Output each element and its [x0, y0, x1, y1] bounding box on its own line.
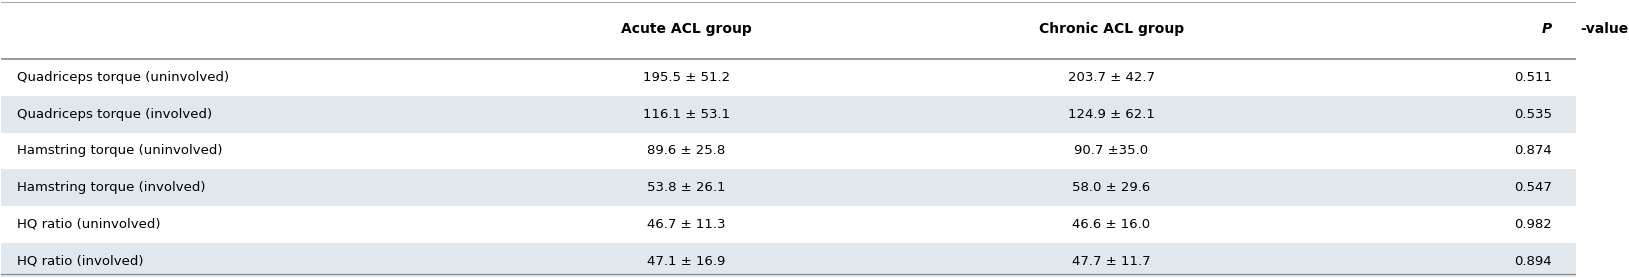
Text: 58.0 ± 29.6: 58.0 ± 29.6 — [1072, 181, 1150, 194]
Text: 0.874: 0.874 — [1515, 145, 1552, 157]
FancyBboxPatch shape — [2, 96, 1575, 133]
Text: 195.5 ± 51.2: 195.5 ± 51.2 — [642, 71, 730, 84]
FancyBboxPatch shape — [2, 133, 1575, 169]
Text: Acute ACL group: Acute ACL group — [621, 22, 751, 36]
Text: 46.6 ± 16.0: 46.6 ± 16.0 — [1072, 218, 1150, 231]
FancyBboxPatch shape — [2, 169, 1575, 206]
Text: 116.1 ± 53.1: 116.1 ± 53.1 — [642, 108, 730, 121]
Text: 0.535: 0.535 — [1513, 108, 1552, 121]
Text: 0.894: 0.894 — [1515, 255, 1552, 267]
Text: 47.1 ± 16.9: 47.1 ± 16.9 — [647, 255, 725, 267]
Text: 203.7 ± 42.7: 203.7 ± 42.7 — [1067, 71, 1155, 84]
Text: Quadriceps torque (uninvolved): Quadriceps torque (uninvolved) — [18, 71, 230, 84]
Text: 0.511: 0.511 — [1513, 71, 1552, 84]
Text: Hamstring torque (involved): Hamstring torque (involved) — [18, 181, 205, 194]
Text: 0.982: 0.982 — [1515, 218, 1552, 231]
Text: 0.547: 0.547 — [1513, 181, 1552, 194]
Text: 124.9 ± 62.1: 124.9 ± 62.1 — [1067, 108, 1155, 121]
Text: Quadriceps torque (involved): Quadriceps torque (involved) — [18, 108, 212, 121]
Text: 53.8 ± 26.1: 53.8 ± 26.1 — [647, 181, 725, 194]
FancyBboxPatch shape — [2, 243, 1575, 278]
Text: 89.6 ± 25.8: 89.6 ± 25.8 — [647, 145, 725, 157]
FancyBboxPatch shape — [2, 59, 1575, 96]
Text: Hamstring torque (uninvolved): Hamstring torque (uninvolved) — [18, 145, 223, 157]
FancyBboxPatch shape — [2, 206, 1575, 243]
Text: -value: -value — [1580, 22, 1629, 36]
FancyBboxPatch shape — [2, 1, 1575, 56]
Text: Chronic ACL group: Chronic ACL group — [1039, 22, 1184, 36]
Text: HQ ratio (involved): HQ ratio (involved) — [18, 255, 143, 267]
Text: HQ ratio (uninvolved): HQ ratio (uninvolved) — [18, 218, 161, 231]
Text: 47.7 ± 11.7: 47.7 ± 11.7 — [1072, 255, 1150, 267]
Text: 46.7 ± 11.3: 46.7 ± 11.3 — [647, 218, 725, 231]
Text: P: P — [1541, 22, 1552, 36]
Text: 90.7 ±35.0: 90.7 ±35.0 — [1074, 145, 1148, 157]
